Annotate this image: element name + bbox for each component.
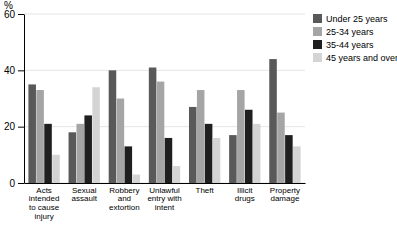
legend-item: Under 25 years <box>313 14 388 24</box>
grid-line <box>24 70 305 71</box>
bar <box>229 135 237 183</box>
legend-swatch <box>313 14 322 23</box>
x-tick-label-line: Property <box>270 186 300 195</box>
y-tick: 0 <box>9 178 24 189</box>
y-tick-mark <box>18 127 24 128</box>
x-tick-label-line: Unlawful <box>149 186 180 195</box>
chart: 0204060Actsintendedto causeinjurySexuala… <box>0 0 397 227</box>
y-tick-mark <box>18 183 24 184</box>
bar <box>125 146 133 183</box>
bar <box>205 124 213 183</box>
y-tick-mark <box>18 14 24 15</box>
bar <box>277 113 285 183</box>
legend-label: Under 25 years <box>326 14 388 24</box>
y-axis-label: % <box>4 0 13 11</box>
x-tick-label-line: injury <box>35 212 54 221</box>
bar <box>132 175 140 183</box>
bar <box>269 59 277 183</box>
legend-item: 45 years and over <box>313 53 397 63</box>
bar-series <box>28 59 276 183</box>
x-tick: Actsintendedto causeinjury <box>29 183 60 221</box>
x-tick-label: Theft <box>196 186 215 195</box>
x-tick: Robberyandextortion <box>109 183 140 212</box>
grid <box>24 14 305 183</box>
bar <box>157 82 165 183</box>
grid-line <box>24 126 305 127</box>
bar <box>173 166 181 183</box>
grid-line <box>24 14 305 15</box>
bar <box>36 90 44 183</box>
x-tick: Sexualassault <box>72 183 98 203</box>
legend: Under 25 years 25-34 years 35-44 years 45 y… <box>313 14 397 63</box>
bar <box>253 124 261 183</box>
x-tick-label-line: Sexual <box>72 186 97 195</box>
bar <box>92 87 100 183</box>
bar <box>189 107 197 183</box>
x-tick-label-line: intended <box>29 194 60 203</box>
x-tick-label-line: assault <box>72 194 98 203</box>
bar-series <box>52 87 300 183</box>
x-tick-label-line: damage <box>270 194 299 203</box>
y-axis-line <box>24 15 25 184</box>
bar <box>84 115 92 183</box>
legend-label: 35-44 years <box>326 40 374 50</box>
x-tick: Propertydamage <box>270 183 300 203</box>
y-tick-mark <box>18 70 24 71</box>
legend-label: 45 years and over <box>326 53 397 63</box>
x-tick-label-line: intent <box>155 203 175 212</box>
legend-item: 35-44 years <box>313 40 374 50</box>
bar <box>69 132 77 183</box>
bar <box>28 84 36 183</box>
x-tick-label: Sexualassault <box>72 186 98 204</box>
legend-swatch <box>313 27 322 36</box>
bar <box>44 124 52 183</box>
x-axis-line <box>25 183 306 184</box>
x-tick-label: Robberyandextortion <box>109 186 140 213</box>
bar-series <box>36 82 284 183</box>
legend-swatch <box>313 53 322 62</box>
bar <box>213 138 221 183</box>
bar <box>165 138 173 183</box>
y-tick-label: 40 <box>4 65 16 76</box>
x-tick-label-line: entry with <box>147 194 181 203</box>
y-tick-label: 0 <box>9 178 15 189</box>
bar <box>117 99 125 184</box>
bar <box>109 70 117 183</box>
bars <box>28 59 300 183</box>
x-tick-label: Propertydamage <box>270 186 300 204</box>
x-tick-label: Unlawfulentry withintent <box>147 186 181 213</box>
y-tick: 20 <box>4 121 24 132</box>
x-tick-label-line: Theft <box>196 186 215 195</box>
bar <box>52 155 60 183</box>
y-tick: 40 <box>4 65 24 76</box>
bar <box>149 68 157 183</box>
bar <box>76 124 84 183</box>
bar <box>245 110 253 183</box>
y-axis: 0204060 <box>4 9 25 189</box>
x-tick-label: Illicitdrugs <box>235 186 255 204</box>
x-tick-label-line: extortion <box>109 203 140 212</box>
bar <box>293 146 301 183</box>
x-tick-label-line: Acts <box>36 186 52 195</box>
bar <box>237 90 245 183</box>
x-tick: Unlawfulentry withintent <box>147 183 181 212</box>
plot: 0204060Actsintendedto causeinjurySexuala… <box>4 9 306 221</box>
bar-series <box>44 110 292 183</box>
grid-line <box>24 183 305 184</box>
bar <box>197 90 205 183</box>
x-tick-label: Actsintendedto causeinjury <box>29 186 60 221</box>
legend-label: 25-34 years <box>326 27 374 37</box>
x-tick-label-line: to cause <box>29 203 60 212</box>
x-tick-label-line: drugs <box>235 194 255 203</box>
x-tick: Theft <box>196 183 215 195</box>
x-tick: Illicitdrugs <box>235 183 255 203</box>
legend-swatch <box>313 40 322 49</box>
x-tick-label-line: and <box>118 194 131 203</box>
bar <box>285 135 293 183</box>
y-tick-label: 20 <box>4 121 16 132</box>
x-axis: Actsintendedto causeinjury Sexualassault R… <box>25 183 306 221</box>
legend-item: 25-34 years <box>313 27 374 37</box>
x-tick-label-line: Illicit <box>237 186 253 195</box>
x-tick-label-line: Robbery <box>109 186 139 195</box>
